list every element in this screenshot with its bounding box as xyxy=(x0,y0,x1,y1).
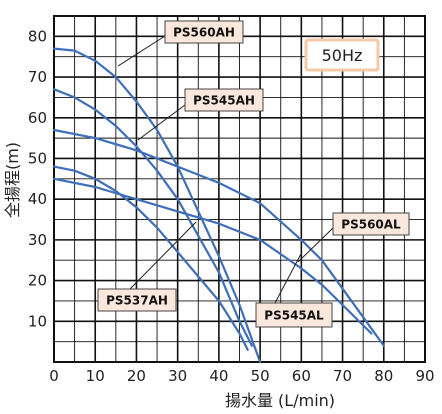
leader-line-ps537ah xyxy=(129,221,197,290)
y-tick-label: 50 xyxy=(28,149,47,167)
x-tick-label: 10 xyxy=(86,367,105,385)
x-tick-label: 0 xyxy=(49,367,59,385)
x-tick-label: 20 xyxy=(127,367,146,385)
series-line-ps545al xyxy=(52,177,373,335)
x-tick-label: 70 xyxy=(333,367,352,385)
leader-line-ps560ah xyxy=(117,35,166,67)
label-box-ps545ah xyxy=(184,88,264,112)
series-line-ps560al xyxy=(52,128,385,347)
series-label-ps560al: PS560AL xyxy=(341,218,401,232)
series-line-ps560ah xyxy=(52,47,262,364)
y-tick-label: 20 xyxy=(28,272,47,290)
label-box-ps537ah xyxy=(97,288,177,312)
series-lines xyxy=(52,47,385,364)
plot-frame xyxy=(53,15,426,363)
y-tick-label: 10 xyxy=(28,312,47,330)
y-axis-title: 全揚程(m) xyxy=(3,142,22,218)
x-tick-label: 30 xyxy=(168,367,187,385)
x-tick-label: 40 xyxy=(209,367,228,385)
y-tick-label: 70 xyxy=(28,68,47,86)
tick-labels: 0 10 20 30 40 50 60 70 80 90 10 20 30 40 50 60 70 80 xyxy=(28,27,435,385)
frequency-badge-text: 50Hz xyxy=(322,46,363,65)
label-box-ps545al xyxy=(255,302,333,328)
series-labels: PS560AH PS545AH PS537AH PS560AL PS545AL xyxy=(97,20,410,328)
leader-line-ps560al xyxy=(297,227,334,263)
y-tick-label: 80 xyxy=(28,27,47,45)
x-tick-label: 50 xyxy=(251,367,270,385)
series-label-ps545al: PS545AL xyxy=(264,309,324,323)
series-label-ps537ah: PS537AH xyxy=(106,294,168,308)
leader-line-ps545al xyxy=(274,251,303,304)
leader-line-ps545ah xyxy=(137,104,186,141)
frequency-badge: 50Hz xyxy=(304,38,380,72)
y-tick-label: 30 xyxy=(28,231,47,249)
label-box-ps560ah xyxy=(164,20,244,44)
label-box-ps560al xyxy=(332,212,410,236)
y-tick-label: 60 xyxy=(28,109,47,127)
series-label-ps560ah: PS560AH xyxy=(173,26,235,40)
y-tick-label: 40 xyxy=(28,190,47,208)
x-axis-title: 揚水量 (L/min) xyxy=(225,391,335,410)
frequency-badge-box xyxy=(304,38,380,72)
series-line-ps545ah xyxy=(52,88,253,347)
x-tick-label: 90 xyxy=(415,367,434,385)
series-line-ps537ah xyxy=(52,165,249,351)
x-tick-label: 60 xyxy=(292,367,311,385)
series-label-ps545ah: PS545AH xyxy=(193,94,255,108)
x-tick-label: 80 xyxy=(374,367,393,385)
